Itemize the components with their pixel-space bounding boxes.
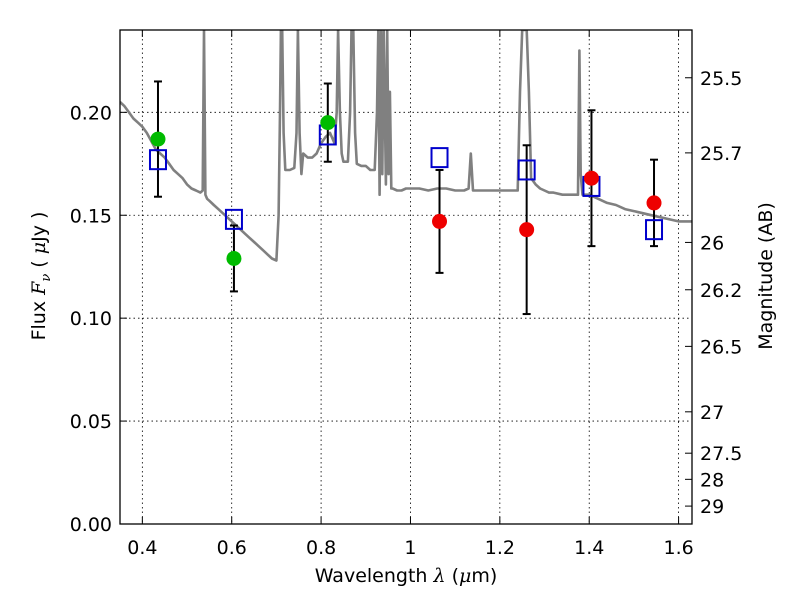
x-tick-label: 0.4 (127, 537, 157, 559)
y-tick-label: 0.05 (70, 411, 112, 433)
y-tick-label: 0.00 (70, 514, 112, 536)
plot-frame (119, 29, 693, 525)
y2-tick-label: 26.2 (700, 280, 742, 302)
y2-tick-label: 26.5 (700, 336, 742, 358)
x-tick-label: 1.4 (574, 537, 604, 559)
y2-axis-label: Magnitude (AB) (755, 202, 777, 350)
nir-data-point (646, 195, 662, 211)
y2-tick-label: 28 (700, 469, 724, 491)
model-flux-square (430, 147, 449, 169)
model-flux-square (517, 159, 536, 181)
y-axis-label: Flux Fν ( μJy ) (28, 212, 54, 341)
y2-tick-label: 25.7 (700, 143, 742, 165)
data-markers (148, 115, 664, 266)
model-flux-square (645, 219, 664, 241)
optical-data-point (320, 115, 336, 131)
x-tick-label: 1.6 (663, 537, 693, 559)
nir-data-point (432, 213, 448, 229)
x-tick-label: 1 (404, 537, 416, 559)
y-tick-label: 0.10 (70, 308, 112, 330)
y2-tick-label: 27 (700, 402, 724, 424)
optical-data-point (150, 131, 166, 147)
x-tick-label: 0.8 (306, 537, 336, 559)
optical-data-point (226, 250, 242, 266)
model-flux-square (148, 149, 167, 171)
y-tick-label: 0.20 (70, 102, 112, 124)
model-spectrum (120, 30, 692, 262)
nir-data-point (519, 222, 535, 238)
tick-labels: 0.4 0.6 0.8 1 1.2 1.4 1.6 0.00 0.05 0.10 0.15 0.20 2… (70, 68, 743, 559)
model-flux-square (224, 208, 243, 230)
nir-data-point (583, 170, 599, 186)
y2-tick-label: 25.5 (700, 68, 742, 90)
y2-tick-label: 29 (700, 496, 724, 518)
x-tick-label: 1.2 (485, 537, 515, 559)
axis-ticks (120, 30, 692, 525)
y2-tick-label: 26 (700, 232, 724, 254)
x-tick-label: 0.6 (217, 537, 247, 559)
x-axis-label: Wavelength λ (μm) (315, 565, 498, 587)
y-tick-label: 0.15 (70, 205, 112, 227)
y2-tick-label: 27.5 (700, 443, 742, 465)
spectrum-line (120, 30, 692, 262)
error-bars (153, 80, 659, 316)
